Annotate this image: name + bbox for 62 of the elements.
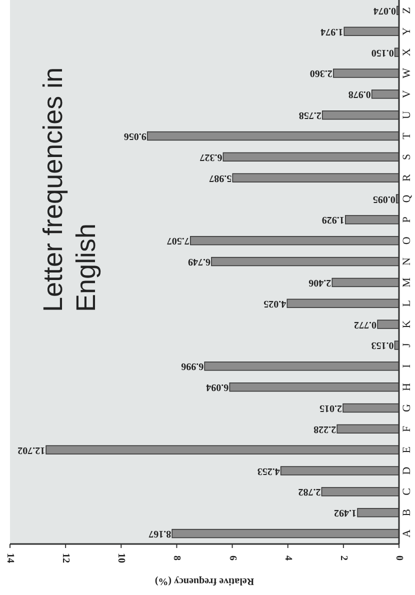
data-label: 6.749 <box>188 256 210 268</box>
data-label: 1.974 <box>320 26 344 37</box>
x-tick-label: 2 <box>338 556 349 560</box>
data-label: 2.782 <box>298 486 321 498</box>
x-tick-label: 8 <box>171 556 182 560</box>
y-tick-label: U <box>401 111 413 120</box>
y-tick-label: C <box>401 488 413 496</box>
data-label: 1.929 <box>322 214 344 226</box>
y-tick-label: Q <box>401 194 413 203</box>
data-label: 6.094 <box>206 382 229 393</box>
data-label: 7.507 <box>166 235 190 246</box>
data-label: 9.056 <box>124 130 146 142</box>
x-tick-label: 0 <box>394 556 404 560</box>
y-tick-label: E <box>401 446 413 454</box>
data-label: 0.095 <box>372 193 396 204</box>
x-axis-title: Relative frequency (%) <box>154 576 254 586</box>
data-label: 12.702 <box>18 444 46 456</box>
y-tick-label: A <box>401 530 413 538</box>
data-label: 2.758 <box>298 110 322 121</box>
x-tick-label: 4 <box>282 556 294 560</box>
data-label: 8.167 <box>148 528 172 540</box>
y-tick-label: R <box>401 174 413 182</box>
data-label: 1.492 <box>334 507 357 518</box>
x-tick-label: 12 <box>60 553 72 563</box>
y-tick-label: P <box>401 216 413 223</box>
y-tick-label: B <box>401 508 413 516</box>
y-tick-label: M <box>401 277 413 288</box>
data-label: 4.025 <box>264 298 286 309</box>
y-tick-label: W <box>401 67 413 78</box>
y-tick-label: L <box>401 300 413 307</box>
data-label: 6.327 <box>200 151 222 162</box>
y-tick-label: G <box>401 404 413 412</box>
y-tick-label: J <box>401 342 413 348</box>
y-tick-label: Z <box>401 6 413 14</box>
data-label: 0.772 <box>354 318 377 330</box>
data-label: 0.074 <box>373 4 396 16</box>
data-label: 0.153 <box>371 340 394 351</box>
y-tick-label: X <box>401 48 413 56</box>
data-label: 4.253 <box>257 465 280 476</box>
data-label: 5.987 <box>209 172 232 184</box>
y-tick-label: F <box>401 426 413 432</box>
text: Letter frequencies in English <box>38 67 101 312</box>
data-label: 2.015 <box>320 402 342 414</box>
y-tick-label: N <box>401 258 413 266</box>
data-label: 2.228 <box>314 423 336 434</box>
data-label: 2.360 <box>310 68 332 79</box>
x-tick-label: 6 <box>226 556 238 560</box>
y-tick-label: H <box>401 383 413 392</box>
data-label: 2.406 <box>308 276 332 288</box>
y-tick-label: S <box>401 154 413 160</box>
y-tick-label: V <box>401 90 413 98</box>
y-tick-label: T <box>401 132 413 140</box>
x-tick-label: 10 <box>116 553 127 563</box>
y-tick-label: K <box>401 320 413 328</box>
y-tick-label: D <box>401 466 413 475</box>
y-tick-label: Y <box>401 27 413 36</box>
data-label: 0.978 <box>348 88 371 100</box>
data-label: 6.996 <box>181 360 204 372</box>
y-tick-label: O <box>401 236 413 245</box>
y-tick-label: I <box>401 364 413 368</box>
data-label: 0.150 <box>371 46 394 58</box>
x-tick-label: 14 <box>4 553 16 563</box>
